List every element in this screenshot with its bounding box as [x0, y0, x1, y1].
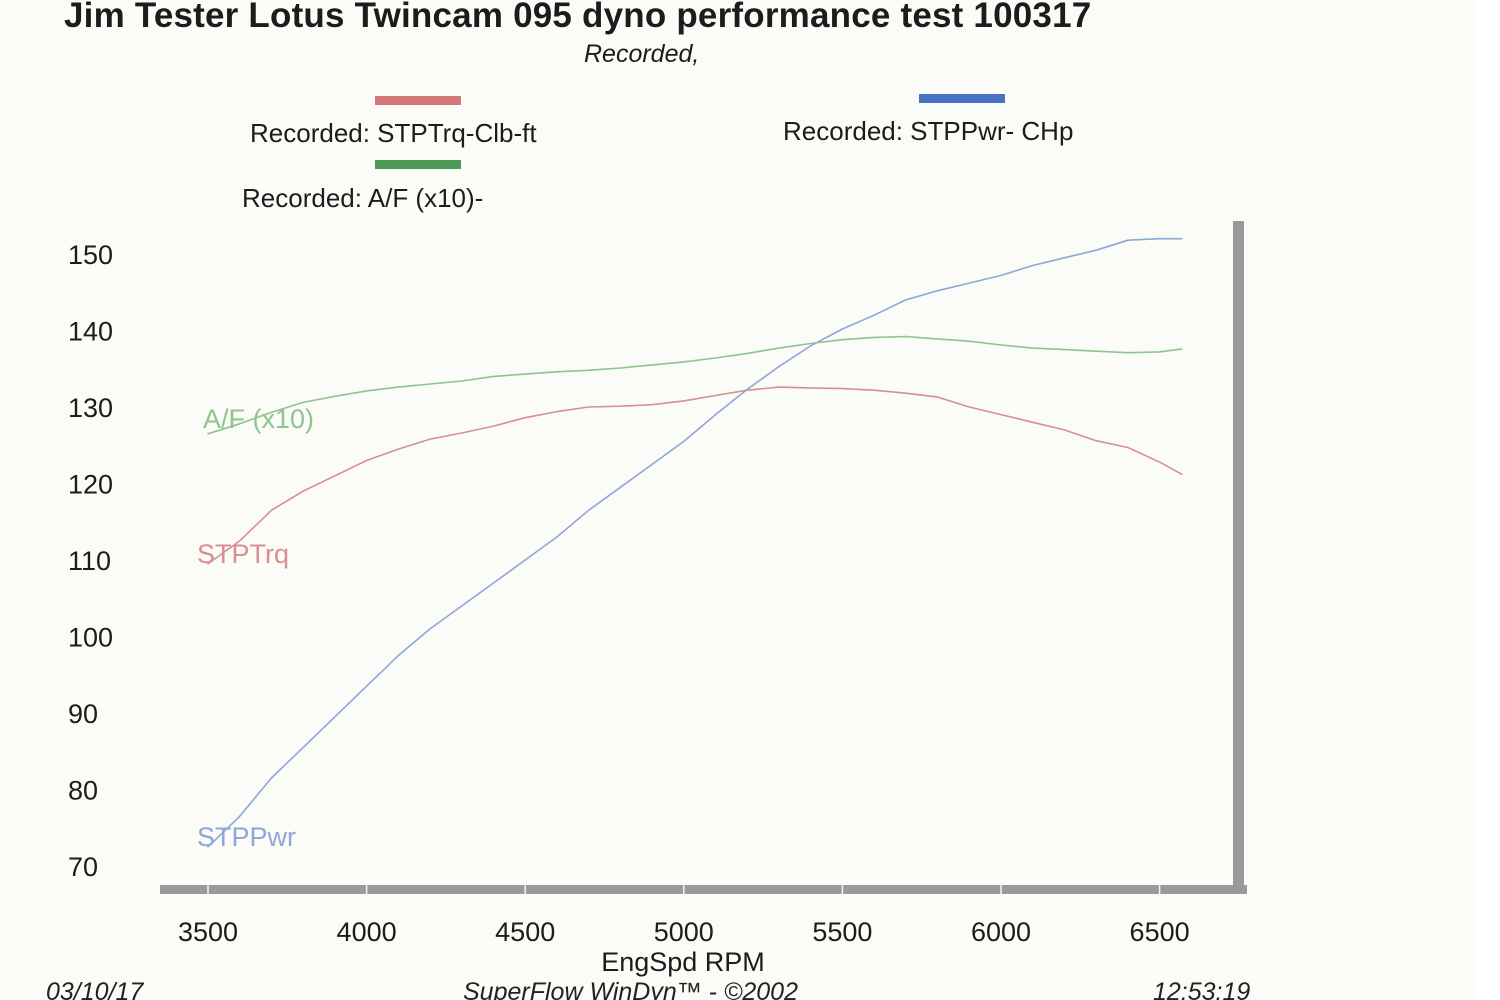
y-tick-label-8: 150	[68, 240, 113, 270]
series-lines	[207, 237, 1183, 848]
y-tick-label-6: 130	[68, 393, 113, 423]
x-tick-label-1: 4000	[337, 917, 397, 947]
legend-swatch-af	[375, 160, 461, 169]
x-axis-bar	[160, 885, 1247, 894]
chart-subtitle: Recorded,	[584, 40, 700, 68]
footer-date: 03/10/17	[46, 978, 144, 1000]
x-tick-label-6: 6500	[1130, 917, 1190, 947]
y-tick-label-7: 140	[68, 317, 113, 347]
legend-swatch-power	[919, 94, 1005, 103]
series-line-power	[207, 237, 1183, 848]
series-label-torque: STPTrq	[197, 539, 289, 569]
x-tick-label-3: 5000	[654, 917, 714, 947]
y-tick-label-2: 90	[68, 699, 98, 729]
series-label-af: A/F (x10)	[203, 404, 314, 434]
footer-time: 12:53:19	[1153, 978, 1251, 1000]
legend-entry-af: Recorded: A/F (x10)-	[242, 183, 484, 213]
legend-entry-power: Recorded: STPPwr- CHp	[783, 116, 1074, 146]
chart-title: Jim Tester Lotus Twincam 095 dyno perfor…	[64, 0, 1092, 35]
y-tick-label-4: 110	[68, 546, 111, 576]
y-tick-label-3: 100	[68, 623, 113, 653]
legend-entry-torque: Recorded: STPTrq-Clb-ft	[250, 118, 537, 148]
paper-edge	[1476, 0, 1500, 1000]
x-tick-label-2: 4500	[495, 917, 555, 947]
series-label-power: STPPwr	[197, 822, 296, 852]
x-axis-tick-labels: 3500 4000 4500 5000 5500 6000 6500	[178, 917, 1190, 947]
legend-swatch-torque	[375, 96, 461, 105]
x-tick-label-0: 3500	[178, 917, 238, 947]
axes	[160, 221, 1247, 894]
x-axis-title: EngSpd RPM	[601, 947, 765, 977]
y-tick-label-5: 120	[68, 470, 113, 500]
x-tick-label-5: 6000	[971, 917, 1031, 947]
series-line-af	[207, 335, 1183, 435]
y-tick-label-1: 80	[68, 776, 98, 806]
series-labels: STPTrq STPPwr A/F (x10)	[197, 404, 314, 852]
y-axis-tick-labels: 70 80 90 100 110 120 130 140 150	[68, 240, 113, 882]
footer-software: SuperFlow WinDyn™ - ©2002	[463, 978, 798, 1000]
x-tick-label-4: 5500	[812, 917, 872, 947]
right-axis-bar	[1233, 221, 1244, 894]
y-tick-label-0: 70	[68, 852, 98, 882]
series-line-torque	[207, 386, 1183, 565]
